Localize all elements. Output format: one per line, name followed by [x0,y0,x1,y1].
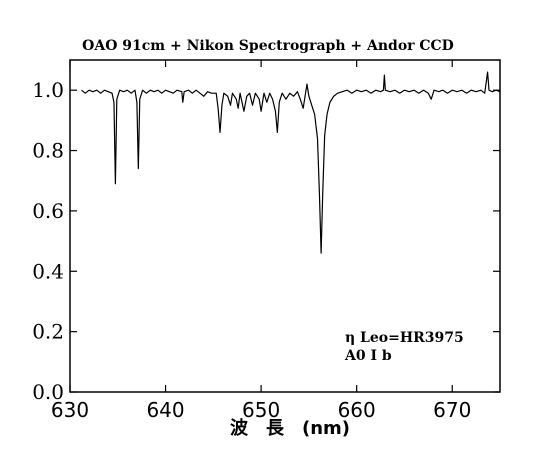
y-tick-label: 0.6 [32,199,64,223]
x-axis-label: 波 長 (nm) [230,417,350,439]
y-tick-label: 1.0 [32,78,64,102]
x-tick-label: 640 [146,398,184,422]
series-line [81,71,501,254]
x-tick-label: 650 [242,398,280,422]
x-tick-label: 660 [338,398,376,422]
y-tick-label: 0.2 [32,320,64,344]
plot-frame [69,59,501,393]
chart-title: OAO 91cm + Nikon Spectrograph + Andor CC… [82,38,454,54]
y-axis: 0.0 0.2 0.4 0.6 0.8 1.0 [32,78,500,404]
x-tick-label: 630 [51,398,89,422]
y-tick-label: 0.4 [32,259,64,283]
x-tick-label: 670 [433,398,471,422]
x-axis: 630 640 650 660 670 [51,60,471,422]
annotation-spectral-type: A0 Ⅰ b [344,348,392,364]
annotation-star-name: η Leo=HR3975 [345,330,464,346]
y-tick-label: 0.8 [32,139,64,163]
y-tick-label: 0.0 [32,380,64,404]
